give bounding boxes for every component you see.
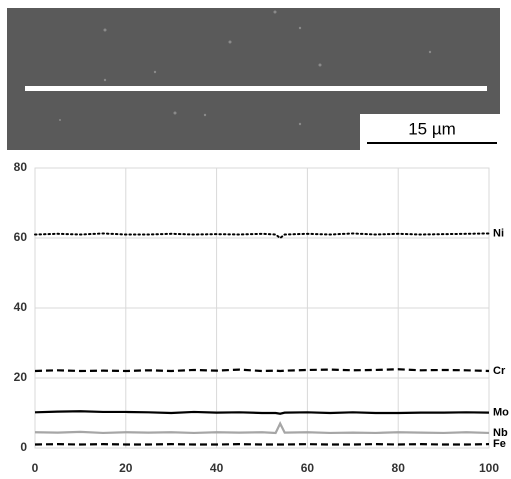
y-tick-label: 20 — [14, 370, 28, 384]
x-tick-label: 20 — [119, 461, 133, 475]
y-tick-label: 40 — [14, 300, 28, 314]
y-tick-label: 80 — [14, 160, 28, 174]
x-tick-label: 100 — [479, 461, 499, 475]
series-label: Ni — [493, 227, 504, 239]
x-tick-label: 80 — [392, 461, 406, 475]
scale-bar-label: 15 µm — [408, 119, 456, 138]
x-tick-label: 0 — [32, 461, 39, 475]
y-tick-label: 0 — [20, 440, 27, 454]
scan-line — [25, 86, 487, 91]
series-line — [35, 233, 489, 238]
y-tick-label: 60 — [14, 230, 28, 244]
series-line — [35, 369, 489, 371]
series-label: Fe — [493, 438, 506, 450]
series-line — [35, 424, 489, 433]
series-label: Cr — [493, 365, 506, 377]
series-line — [35, 411, 489, 413]
x-tick-label: 60 — [301, 461, 315, 475]
x-tick-label: 40 — [210, 461, 224, 475]
series-label: Mo — [493, 407, 509, 419]
series-label: Nb — [493, 427, 508, 439]
page: 15 µm 0 20 40 60 80 0 20 40 60 80 100 Ni Cr Mo NbFe — [0, 0, 511, 479]
